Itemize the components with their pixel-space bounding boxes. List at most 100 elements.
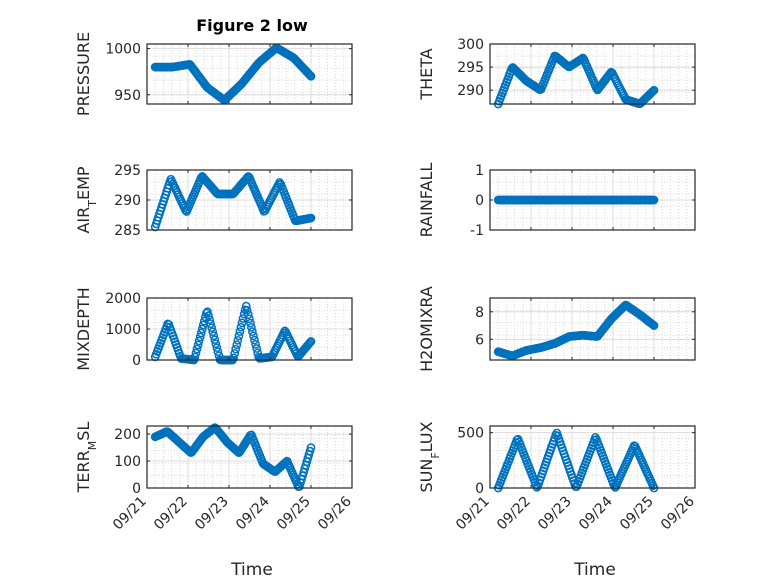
data-point <box>233 335 243 345</box>
subplot-mixdepth: 0 1000 2000 MIXDEPTH <box>74 287 353 371</box>
data-point <box>229 353 238 363</box>
subplot-terr_msl: 0 100 200 TERRMSL 09/21 09/22 09/23 09/24 09/25 0… <box>74 422 355 534</box>
data-point <box>194 336 204 346</box>
data-point <box>204 311 213 321</box>
subplot-h2omixra: 6 8 H2OMIXRA <box>417 286 696 372</box>
data-point <box>246 318 255 328</box>
y-tick-label: 950 <box>114 88 141 104</box>
data-point <box>195 332 205 342</box>
y-tick-label: 300 <box>457 37 484 53</box>
data-point <box>193 340 203 350</box>
y-tick-label: 295 <box>114 163 141 179</box>
data-point <box>649 85 659 95</box>
data-point <box>235 327 245 336</box>
y-axis-label: SUNFLUX <box>417 421 442 492</box>
x-tick-label: 09/21 <box>110 494 150 534</box>
y-tick-label: 8 <box>475 305 484 321</box>
data-point <box>305 338 315 347</box>
x-tick-label: 09/22 <box>494 494 534 534</box>
data-point <box>190 352 200 362</box>
y-axis-label: THETA <box>417 48 436 100</box>
data-point <box>205 315 214 325</box>
data-point <box>206 319 215 329</box>
data-point <box>306 213 316 223</box>
axes-box <box>146 43 353 105</box>
data-point <box>242 305 252 315</box>
axes-box <box>489 425 696 489</box>
data-point <box>209 331 219 341</box>
x-axis-label-left: Time <box>230 560 273 580</box>
y-tick-label: 0 <box>132 481 141 497</box>
y-tick-label: 290 <box>457 83 484 99</box>
y-tick-label: 1 <box>475 163 484 179</box>
data-point <box>250 335 259 345</box>
x-tick-label: 09/23 <box>535 494 575 534</box>
y-tick-label: 295 <box>457 60 484 76</box>
subplot-air_temp: 285 290 295 AIRTEMP <box>74 163 353 239</box>
data-point <box>647 87 657 97</box>
data-point <box>648 320 658 330</box>
x-tick-label: 09/23 <box>192 494 232 534</box>
axes-box <box>146 425 353 489</box>
y-tick-label: 1000 <box>105 322 141 338</box>
data-point <box>249 331 258 341</box>
axes-box <box>489 297 696 361</box>
y-tick-label: 0 <box>475 193 484 209</box>
y-tick-label: 100 <box>114 454 141 470</box>
x-tick-label: 09/25 <box>274 494 314 534</box>
x-tick-label: 09/22 <box>151 494 191 534</box>
y-axis-label: RAINFALL <box>417 163 436 238</box>
subplot-rainfall: -1 0 1 RAINFALL <box>417 163 696 239</box>
data-point <box>304 69 314 79</box>
data-point <box>203 307 212 317</box>
x-tick-label: 09/26 <box>658 493 698 533</box>
y-tick-label: 6 <box>475 332 484 348</box>
data-point <box>252 344 261 353</box>
data-point <box>197 324 207 334</box>
data-point <box>648 86 658 96</box>
axes-box <box>489 43 696 105</box>
data-point <box>213 347 223 357</box>
data-point <box>236 322 246 332</box>
y-axis-label: H2OMIXRA <box>417 286 436 372</box>
subplot-theta: 290 295 300 THETA <box>417 37 696 109</box>
data-point <box>306 71 316 81</box>
data-point <box>304 339 314 349</box>
data-point <box>234 331 244 341</box>
data-point <box>305 70 315 80</box>
data-point <box>305 446 315 456</box>
y-tick-label: -1 <box>470 223 484 239</box>
data-point <box>232 340 242 350</box>
x-tick-label: 09/25 <box>617 494 657 534</box>
data-point <box>211 339 221 349</box>
y-axis-label: PRESSURE <box>74 32 93 116</box>
subplot-pressure: 950 1000 PRESSURE <box>74 32 353 116</box>
data-point <box>241 301 251 311</box>
x-tick-label: 09/24 <box>233 493 273 533</box>
data-point <box>196 328 206 338</box>
y-axis-label: MIXDEPTH <box>74 287 93 370</box>
y-axis-label: AIRTEMP <box>74 166 99 233</box>
data-point <box>247 322 256 332</box>
data-point <box>208 327 218 337</box>
y-tick-label: 2000 <box>105 291 141 307</box>
x-axis-label-right: Time <box>573 560 616 580</box>
data-point <box>231 344 241 354</box>
data-point <box>191 348 201 358</box>
data-point <box>243 310 253 319</box>
y-tick-label: 285 <box>114 223 141 239</box>
data-point <box>306 337 316 346</box>
data-point <box>210 335 220 345</box>
figure-title: Figure 2 low <box>196 16 308 35</box>
data-point <box>244 314 254 324</box>
y-tick-label: 1000 <box>105 42 141 58</box>
y-tick-label: 0 <box>132 353 141 369</box>
y-tick-label: 0 <box>475 481 484 497</box>
data-point <box>192 344 202 354</box>
y-tick-label: 200 <box>114 427 141 443</box>
data-point <box>649 321 659 330</box>
y-axis-label: TERRMSL <box>74 422 99 494</box>
data-point <box>251 339 260 349</box>
x-tick-label: 09/24 <box>576 493 616 533</box>
